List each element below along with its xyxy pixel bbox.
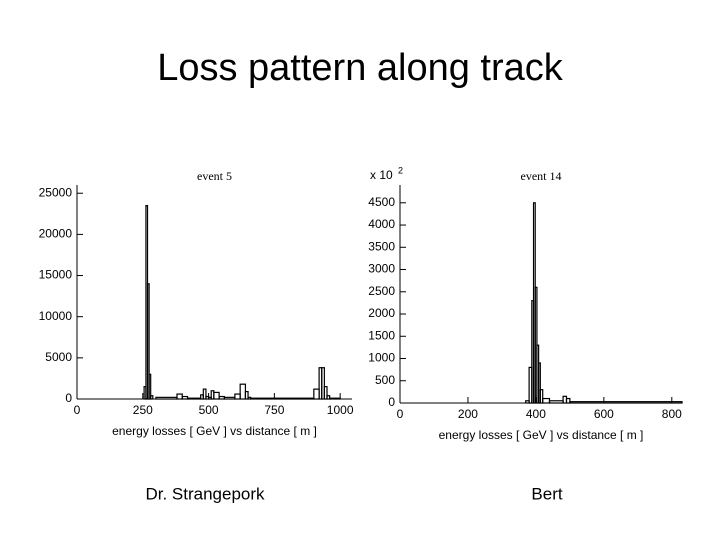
x-tick-label: 0 bbox=[74, 403, 81, 417]
x-tick-label: 600 bbox=[594, 407, 614, 421]
y-scale-exponent: 2 bbox=[398, 165, 403, 175]
y-tick-label: 2500 bbox=[368, 284, 395, 298]
histogram-bar bbox=[250, 397, 315, 400]
histogram-bar bbox=[148, 373, 152, 400]
y-tick-label: 15000 bbox=[39, 268, 73, 282]
x-axis-label: energy losses [ GeV ] vs distance [ m ] bbox=[439, 428, 644, 442]
histogram-bar bbox=[321, 367, 325, 400]
histogram-bar bbox=[244, 390, 249, 400]
histogram-bar bbox=[213, 391, 220, 400]
y-tick-label: 3500 bbox=[368, 239, 395, 253]
y-tick-label: 1500 bbox=[368, 328, 395, 342]
histogram-bar bbox=[181, 395, 189, 400]
histogram-bar bbox=[538, 362, 541, 404]
histogram-bar bbox=[150, 395, 154, 400]
histogram-bar bbox=[329, 397, 341, 400]
x-tick-label: 250 bbox=[133, 403, 153, 417]
histogram-bar bbox=[146, 283, 150, 400]
x-tick-label: 500 bbox=[199, 403, 219, 417]
y-tick-label: 10000 bbox=[39, 309, 73, 323]
y-tick-label: 4500 bbox=[368, 195, 395, 209]
x-tick-label: 200 bbox=[458, 407, 478, 421]
chart-title: event 14 bbox=[521, 169, 562, 183]
histogram-bar bbox=[542, 397, 551, 404]
x-tick-label: 750 bbox=[264, 403, 284, 417]
histogram-bar bbox=[218, 395, 225, 400]
histogram-bar bbox=[234, 393, 241, 400]
x-axis-label: energy losses [ GeV ] vs distance [ m ] bbox=[112, 424, 317, 438]
x-tick-label: 1000 bbox=[327, 403, 354, 417]
y-tick-label: 1000 bbox=[368, 351, 395, 365]
histogram-bar bbox=[313, 388, 320, 400]
caption: Dr. Strangepork bbox=[145, 484, 265, 503]
histogram-bar bbox=[186, 397, 202, 400]
chart-title: event 5 bbox=[197, 169, 232, 183]
histogram-bar bbox=[202, 388, 207, 400]
x-tick-label: 400 bbox=[526, 407, 546, 421]
y-tick-label: 5000 bbox=[45, 350, 72, 364]
y-tick-label: 2000 bbox=[368, 306, 395, 320]
histogram-bar bbox=[239, 383, 247, 400]
x-tick-label: 800 bbox=[662, 407, 682, 421]
x-tick-label: 0 bbox=[397, 407, 404, 421]
histogram-bar bbox=[548, 400, 564, 404]
y-tick-label: 500 bbox=[375, 373, 395, 387]
histogram-bar bbox=[326, 395, 331, 400]
y-tick-label: 20000 bbox=[39, 227, 73, 241]
y-tick-label: 0 bbox=[65, 391, 72, 405]
y-scale-label: x 10 bbox=[370, 168, 393, 182]
histogram-bar bbox=[223, 396, 236, 400]
histogram-bar bbox=[155, 396, 178, 400]
slide-title: Loss pattern along track bbox=[157, 47, 564, 89]
histogram-bar bbox=[176, 393, 183, 400]
histogram-bar bbox=[539, 389, 544, 404]
histogram-bar bbox=[565, 397, 571, 404]
y-tick-label: 0 bbox=[388, 395, 395, 409]
y-tick-label: 4000 bbox=[368, 217, 395, 231]
y-tick-label: 3000 bbox=[368, 262, 395, 276]
histogram-bar bbox=[569, 401, 683, 404]
y-tick-label: 25000 bbox=[39, 185, 73, 199]
histogram-bar bbox=[323, 386, 328, 400]
caption: Bert bbox=[531, 484, 562, 503]
